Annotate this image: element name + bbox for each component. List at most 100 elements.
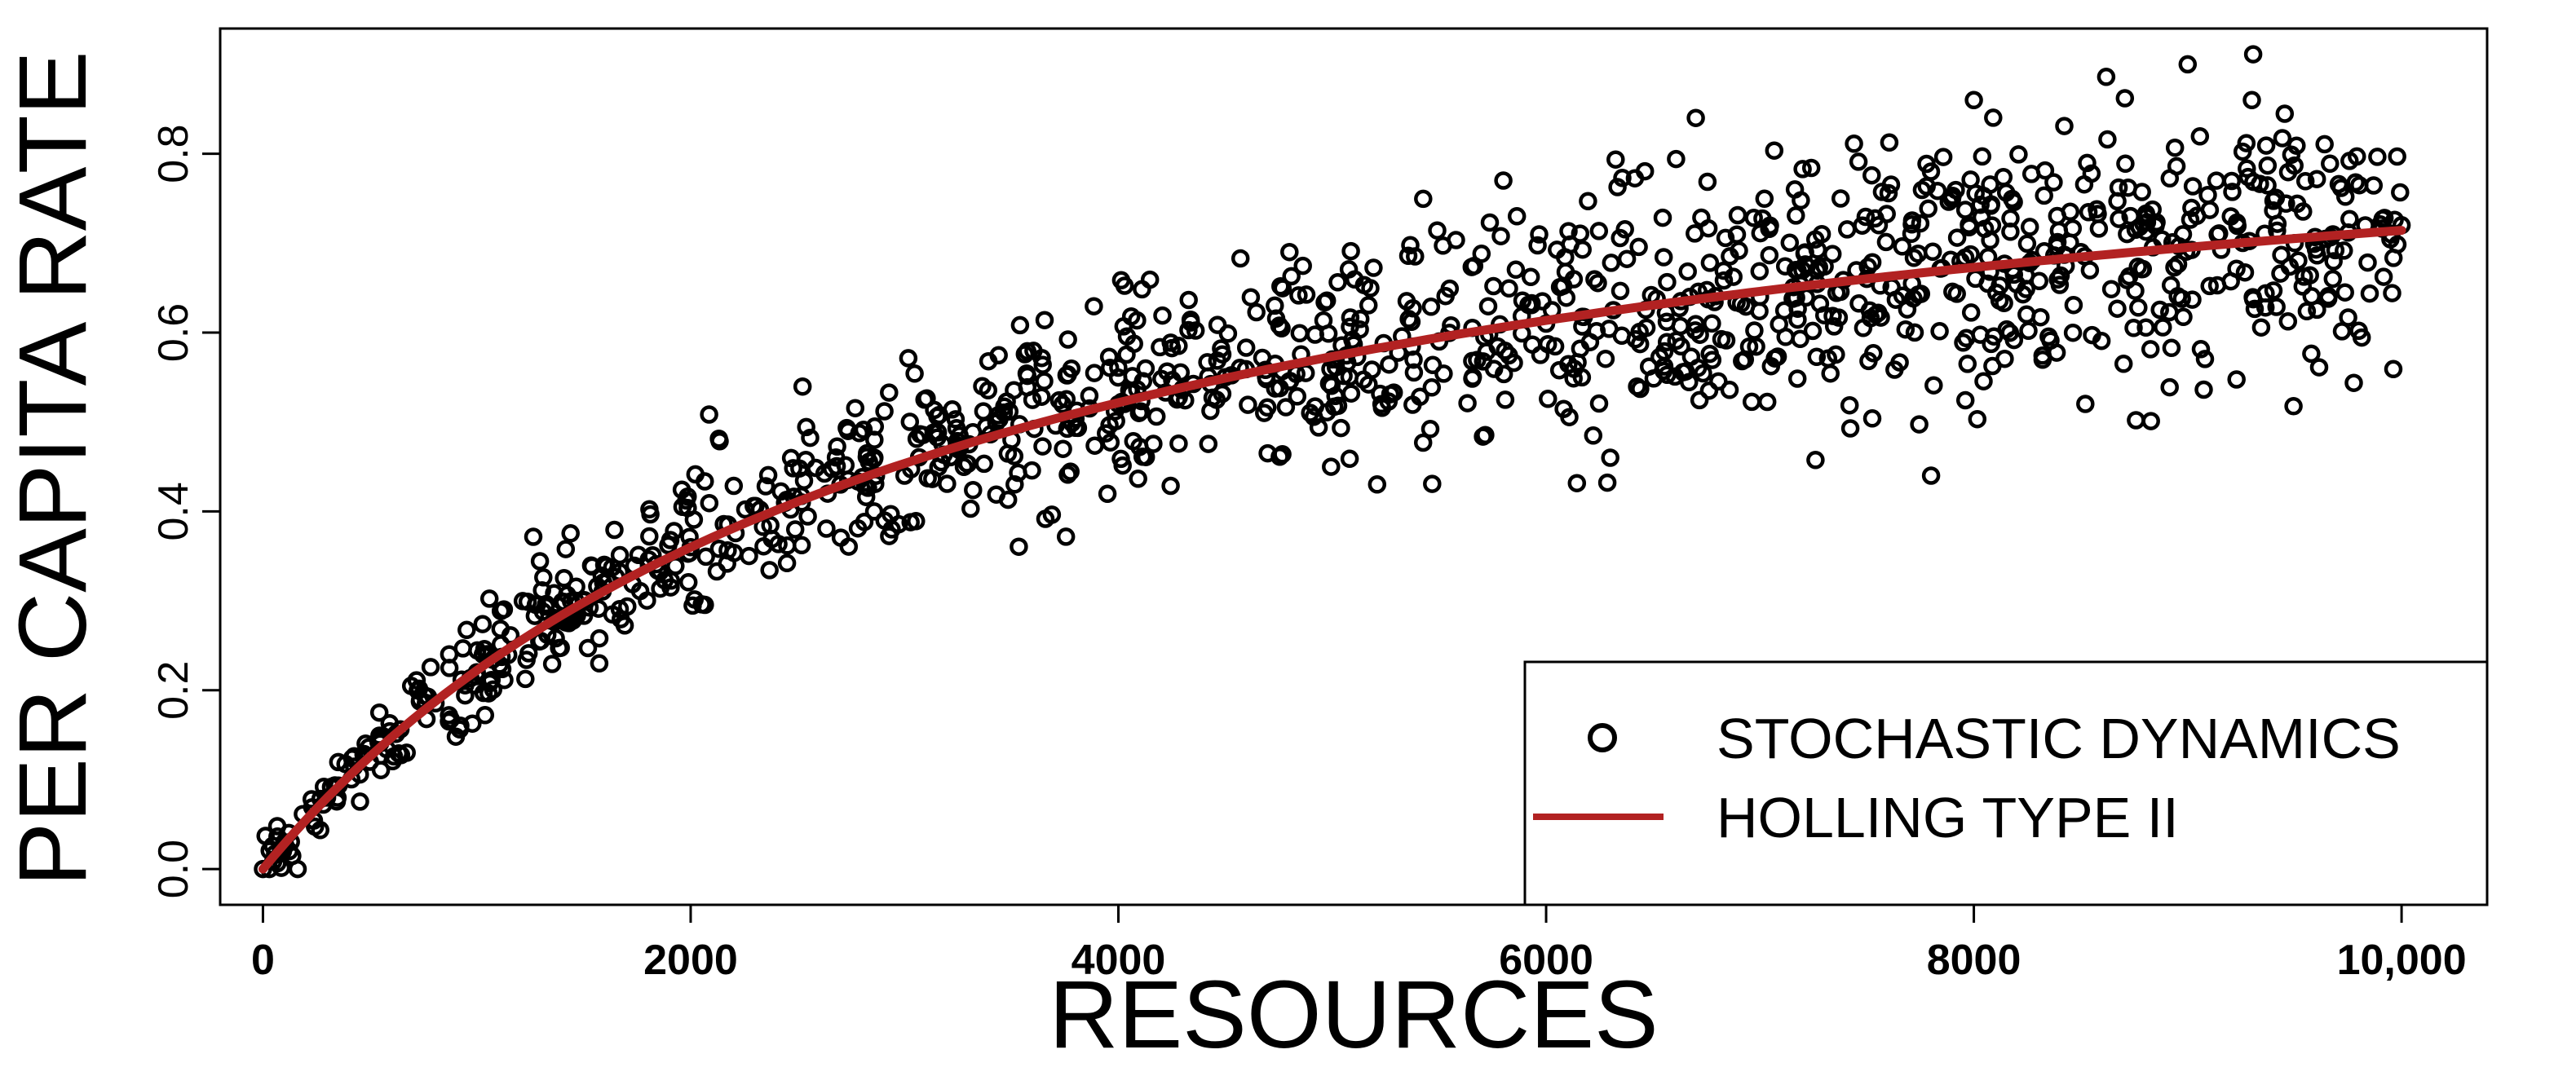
data-point (2309, 358, 2329, 377)
data-point (638, 591, 656, 610)
data-point (987, 485, 1006, 504)
data-point (2300, 266, 2319, 284)
data-point (1380, 355, 1398, 374)
data-point (1788, 310, 1807, 329)
data-point (1995, 349, 2014, 368)
x-tick-label: 0 (251, 937, 275, 984)
data-point (2194, 380, 2213, 399)
y-tick-label: 0.0 (150, 840, 197, 898)
data-point (724, 544, 744, 562)
data-point (1179, 290, 1198, 310)
data-point (1231, 249, 1250, 268)
data-point (1760, 245, 1779, 265)
data-point (2089, 219, 2109, 238)
data-point (1858, 258, 1877, 276)
data-point (1589, 222, 1609, 240)
data-point (946, 410, 965, 429)
y-tick-label: 0.2 (150, 661, 197, 720)
data-point (1133, 448, 1152, 466)
data-point (2033, 351, 2052, 369)
data-point (1423, 474, 1442, 493)
data-point (2388, 147, 2406, 166)
data-point (1964, 90, 1983, 110)
data-point (1856, 207, 1876, 227)
data-point (1213, 384, 1232, 404)
data-point (661, 578, 680, 597)
data-point (2289, 251, 2308, 270)
data-point (707, 562, 727, 581)
data-point (889, 514, 908, 534)
data-point (1589, 394, 1609, 413)
data-point (2321, 154, 2340, 174)
data-point (1709, 372, 1728, 391)
data-point (1491, 227, 1510, 245)
data-point (1115, 276, 1134, 295)
data-point (1880, 133, 1899, 152)
data-point (592, 566, 612, 585)
data-point (758, 465, 778, 485)
data-point (928, 428, 947, 447)
data-point (1724, 267, 1743, 286)
data-point (1968, 409, 1987, 429)
data-point (1121, 306, 1141, 326)
data-point (1218, 324, 1238, 343)
data-point (1611, 281, 1630, 301)
data-point (1840, 419, 1860, 438)
data-point (1587, 321, 1606, 341)
data-point (875, 402, 894, 421)
data-point (2064, 295, 2083, 315)
data-point (1198, 353, 1217, 372)
data-point (1462, 258, 1482, 276)
data-point (1033, 437, 1052, 456)
data-point (440, 645, 459, 664)
data-point (905, 364, 924, 383)
data-point (2335, 283, 2354, 302)
data-point (1584, 426, 1603, 445)
data-point (1398, 246, 1418, 266)
data-point (709, 429, 728, 448)
data-point (1602, 254, 1621, 272)
legend-circle-marker (1588, 723, 1617, 752)
data-point (1745, 321, 1764, 340)
data-point (1280, 242, 1299, 262)
data-point (2076, 395, 2095, 413)
data-point (2195, 350, 2215, 368)
data-point (384, 747, 404, 766)
data-point (1332, 418, 1350, 438)
data-point (1608, 178, 1627, 196)
data-point (917, 389, 936, 408)
data-point (1270, 378, 1289, 398)
data-point (1933, 148, 1953, 166)
data-point (1801, 158, 1821, 178)
data-point (2271, 264, 2290, 283)
data-point (1716, 228, 1735, 248)
data-point (2187, 206, 2207, 225)
data-point (1085, 436, 1104, 455)
data-point (864, 502, 884, 521)
data-point (1100, 416, 1119, 434)
data-point (2287, 136, 2306, 155)
data-point (2295, 172, 2315, 191)
data-point (1807, 347, 1827, 367)
data-point (1905, 323, 1924, 342)
data-point (2119, 178, 2138, 197)
data-point (1678, 262, 1697, 281)
data-point (1113, 456, 1132, 475)
data-point (2324, 252, 2343, 271)
data-point (1480, 213, 1500, 232)
data-point (1971, 195, 1990, 214)
data-point (938, 474, 957, 493)
data-point (2115, 89, 2135, 108)
data-point (1861, 309, 1880, 328)
data-point (907, 512, 926, 531)
data-point (2191, 340, 2211, 359)
x-tick-label: 4000 (1071, 937, 1166, 984)
data-point (1010, 537, 1028, 556)
data-point (1068, 418, 1088, 438)
data-point (1837, 220, 1857, 239)
data-point (2114, 355, 2133, 373)
data-point (828, 437, 846, 456)
data-point (2340, 209, 2359, 229)
y-tick-label: 0.4 (150, 482, 197, 540)
data-point (1974, 372, 1993, 390)
